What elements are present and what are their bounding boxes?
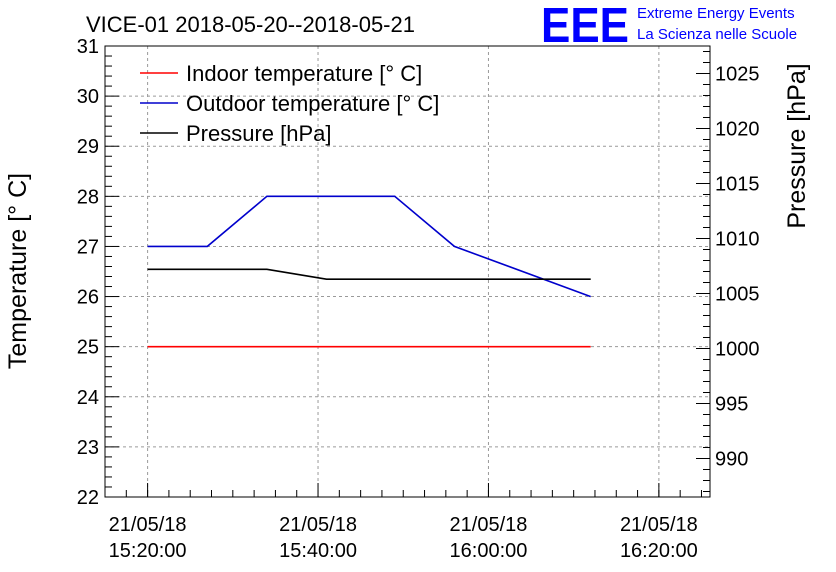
y-tick-label: 29 bbox=[77, 136, 99, 158]
y-tick-label: 24 bbox=[77, 387, 99, 409]
x-tick-label-date: 21/05/18 bbox=[620, 514, 698, 536]
eee-logo: EEE bbox=[541, 0, 629, 53]
series-group bbox=[147, 195, 591, 348]
legend-label-1: Indoor temperature [° C] bbox=[186, 61, 422, 86]
y-tick-label: 26 bbox=[77, 287, 99, 309]
legend-label-2: Outdoor temperature [° C] bbox=[186, 91, 439, 116]
y-tick-label: 23 bbox=[77, 437, 99, 459]
y2-axis-title: Pressure [hPa] bbox=[783, 63, 811, 228]
y-tick-label: 31 bbox=[77, 36, 99, 58]
x-tick-label-time: 16:20:00 bbox=[620, 540, 698, 562]
x-tick-label-date: 21/05/18 bbox=[450, 514, 528, 536]
y2-tick-label: 1010 bbox=[715, 229, 760, 251]
y-tick-label: 22 bbox=[77, 487, 99, 509]
y-tick-label: 25 bbox=[77, 337, 99, 359]
x-tick-label-time: 15:40:00 bbox=[279, 540, 357, 562]
right-axis: 990 995 1000 1005 1010 1015 1020 1025 bbox=[696, 51, 760, 492]
x-tick-label-time: 15:20:00 bbox=[109, 540, 187, 562]
y2-tick-label: 1015 bbox=[715, 174, 760, 196]
x-axis: 21/05/18 15:20:00 21/05/18 15:40:00 21/05/18… bbox=[104, 483, 702, 562]
legend: Indoor temperature [° C] Outdoor temperat… bbox=[140, 61, 439, 146]
x-tick-label-time: 16:00:00 bbox=[450, 540, 528, 562]
y-tick-label: 28 bbox=[77, 186, 99, 208]
y2-tick-label: 1005 bbox=[715, 284, 760, 306]
logo-subtitle-2: La Scienza nelle Scuole bbox=[637, 26, 797, 43]
y-tick-label: 30 bbox=[77, 86, 99, 108]
y2-tick-label: 995 bbox=[715, 394, 748, 416]
grid bbox=[105, 46, 710, 497]
x-tick-label-date: 21/05/18 bbox=[279, 514, 357, 536]
left-axis: 22 23 24 25 26 27 28 29 30 31 bbox=[77, 36, 119, 509]
chart-title: VICE-01 2018-05-20--2018-05-21 bbox=[86, 12, 415, 37]
y-axis-title: Temperature [° C] bbox=[4, 173, 32, 369]
y2-tick-label: 1025 bbox=[715, 64, 760, 86]
y2-tick-label: 1020 bbox=[715, 119, 760, 141]
y-tick-label: 27 bbox=[77, 236, 99, 258]
x-tick-label-date: 21/05/18 bbox=[109, 514, 187, 536]
series-line-2 bbox=[147, 195, 591, 298]
series-line-3 bbox=[147, 268, 591, 281]
y2-tick-label: 1000 bbox=[715, 339, 760, 361]
y2-tick-label: 990 bbox=[715, 449, 748, 471]
logo-subtitle-1: Extreme Energy Events bbox=[637, 5, 795, 22]
legend-label-3: Pressure [hPa] bbox=[186, 121, 332, 146]
